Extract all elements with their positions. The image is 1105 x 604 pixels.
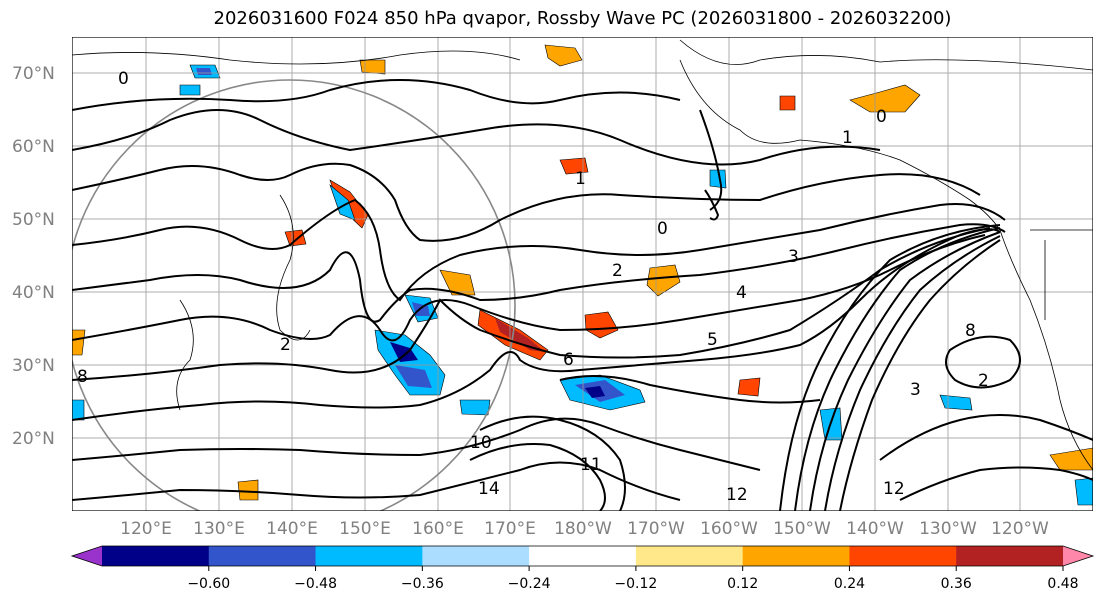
colorbar-segment bbox=[742, 546, 850, 566]
contour-label: 0 bbox=[876, 107, 887, 127]
contour-label: 8 bbox=[77, 367, 88, 387]
lon-label: 160°W bbox=[700, 519, 758, 539]
contour-label: 5 bbox=[707, 330, 718, 350]
map-title: 2026031600 F024 850 hPa qvapor, Rossby W… bbox=[213, 8, 952, 29]
contour-label: 4 bbox=[736, 283, 747, 303]
contour-label: 3 bbox=[910, 380, 921, 400]
colorbar: −0.60 −0.48 −0.36 −0.24 −0.12 0.12 0.24 0.36 0.4… bbox=[70, 545, 1095, 592]
lon-label: 130°E bbox=[193, 519, 245, 539]
coastlines bbox=[72, 39, 1093, 471]
lat-label: 20°N bbox=[12, 429, 55, 449]
colorbar-segment bbox=[315, 546, 423, 566]
lat-label: 30°N bbox=[12, 356, 55, 376]
colorbar-outline bbox=[70, 545, 1095, 567]
colorbar-segment bbox=[849, 546, 957, 566]
colorbar-tick-label: −0.12 bbox=[614, 576, 657, 592]
lon-label: 120°E bbox=[120, 519, 172, 539]
contour-label: 3 bbox=[788, 247, 799, 267]
lat-label: 40°N bbox=[12, 283, 55, 303]
colorbar-tick-label: 0.36 bbox=[941, 576, 972, 592]
contour-label: 6 bbox=[563, 350, 574, 370]
lat-label: 50°N bbox=[12, 210, 55, 230]
lon-label: 170°W bbox=[627, 519, 685, 539]
anomaly-shading bbox=[72, 44, 1093, 506]
colorbar-segment bbox=[102, 546, 210, 566]
lon-label: 130°W bbox=[919, 519, 977, 539]
lon-label: 120°W bbox=[991, 519, 1049, 539]
lon-label: 180°W bbox=[554, 519, 612, 539]
contour-lines bbox=[72, 79, 1093, 511]
colorbar-tick-label: 0.12 bbox=[727, 576, 758, 592]
contour-label: 2 bbox=[612, 261, 623, 281]
contour-labels: 0 0 0 1 1 2 2 3 4 5 6 8 10 11 12 14 8 3 … bbox=[77, 69, 989, 505]
contour-label: 14 bbox=[478, 479, 500, 499]
longitude-labels: 120°E 130°E 140°E 150°E 160°E 170°E 180°… bbox=[120, 519, 1049, 539]
colorbar-tick-label: −0.60 bbox=[187, 576, 230, 592]
lon-label: 140°E bbox=[266, 519, 318, 539]
lat-label: 60°N bbox=[12, 137, 55, 157]
lat-label: 70°N bbox=[12, 64, 55, 84]
colorbar-extend-min bbox=[72, 546, 102, 566]
contour-label: 1 bbox=[842, 128, 853, 148]
colorbar-tick-label: 0.48 bbox=[1047, 576, 1078, 592]
colorbar-tick-label: 0.24 bbox=[834, 576, 865, 592]
colorbar-tick-label: −0.24 bbox=[508, 576, 551, 592]
colorbar-tick-label: −0.36 bbox=[401, 576, 444, 592]
colorbar-segment bbox=[635, 546, 744, 566]
lon-label: 160°E bbox=[412, 519, 464, 539]
colorbar-segment bbox=[422, 546, 530, 566]
colorbar-segment bbox=[208, 546, 317, 566]
colorbar-segment bbox=[529, 546, 637, 566]
contour-label: 1 bbox=[575, 169, 586, 189]
contour-label: 2 bbox=[280, 335, 291, 355]
colorbar-tick-label: −0.48 bbox=[294, 576, 337, 592]
contour-label: 2 bbox=[978, 371, 989, 391]
contour-label: 12 bbox=[726, 485, 748, 505]
latitude-labels: 70°N 60°N 50°N 40°N 30°N 20°N bbox=[12, 64, 55, 449]
contour-label: 10 bbox=[470, 433, 492, 453]
contour-label: 0 bbox=[118, 69, 129, 89]
lon-label: 150°W bbox=[773, 519, 831, 539]
lon-label: 150°E bbox=[339, 519, 391, 539]
contour-label: 11 bbox=[580, 455, 602, 475]
map-plot-area: 0 0 0 1 1 2 2 3 4 5 6 8 10 11 12 14 8 3 … bbox=[72, 37, 1093, 511]
lon-label: 170°E bbox=[484, 519, 536, 539]
colorbar-segment bbox=[956, 546, 1064, 566]
contour-label: 8 bbox=[965, 321, 976, 341]
graticule bbox=[72, 37, 1093, 511]
colorbar-extend-max bbox=[1063, 546, 1093, 566]
lon-label: 140°W bbox=[846, 519, 904, 539]
contour-label: 0 bbox=[657, 219, 668, 239]
contour-label: 12 bbox=[883, 479, 905, 499]
circle-overlay bbox=[72, 79, 516, 511]
